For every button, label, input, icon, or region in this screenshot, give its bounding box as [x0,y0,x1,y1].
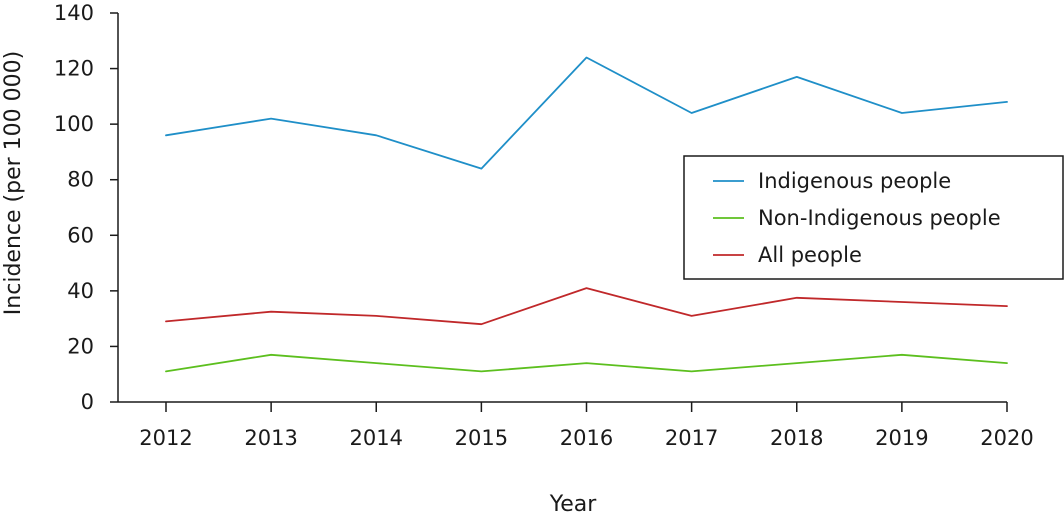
x-tick-label: 2020 [980,426,1033,450]
x-axis-title: Year [549,492,598,513]
y-tick-label: 40 [67,279,94,303]
x-tick-label: 2012 [139,426,192,450]
x-tick-label: 2016 [560,426,613,450]
series-line-0 [165,56,1008,170]
y-tick-label: 0 [81,390,94,414]
legend-box [683,155,1064,280]
x-tick-label: 2014 [350,426,403,450]
legend-label: Non-Indigenous people [758,206,1001,230]
series-layer [165,56,1008,373]
x-tick-label: 2018 [770,426,823,450]
y-tick-label: 120 [54,57,94,81]
y-tick-label: 20 [67,334,94,358]
y-axis-title: Incidence (per 100 000) [1,51,26,315]
legend-label: Indigenous people [758,169,951,193]
x-tick-label: 2017 [665,426,718,450]
series-line-2 [165,287,1008,326]
series-line-1 [165,353,1008,373]
x-tick-label: 2019 [875,426,928,450]
x-tick-label: 2013 [244,426,297,450]
y-axis: 0 20 40 60 80 100 120 140 [54,1,119,414]
legend: Indigenous people Non-Indigenous people Al… [683,155,1064,280]
y-tick-label: 60 [67,223,94,247]
y-tick-label: 100 [54,112,94,136]
y-tick-label: 80 [67,168,94,192]
x-axis: 2012 2013 2014 2015 2016 2017 2018 2019 2020 [118,401,1034,450]
legend-label: All people [758,243,862,267]
x-tick-label: 2015 [455,426,508,450]
y-tick-label: 140 [54,1,94,25]
